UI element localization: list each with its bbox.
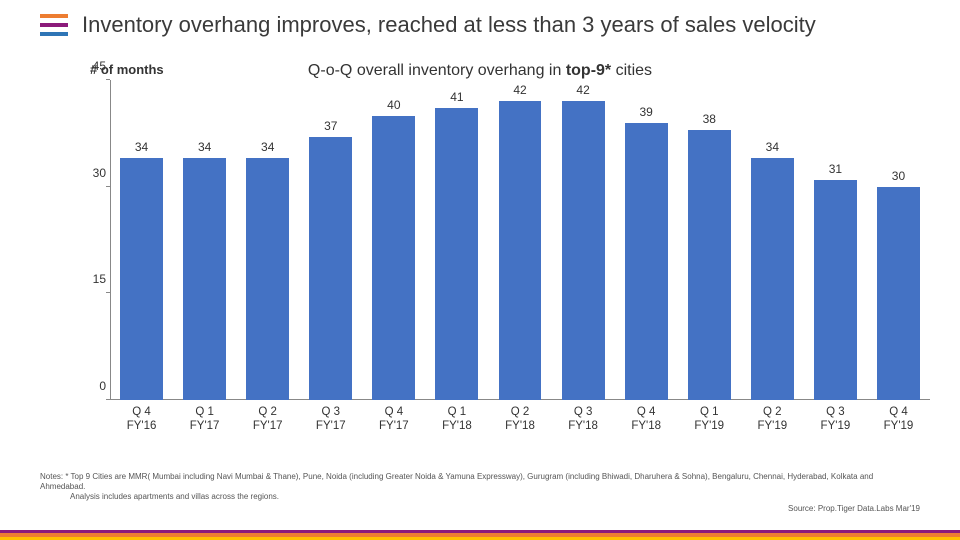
bar — [877, 187, 920, 400]
x-tick-label: Q 3FY'19 — [804, 400, 867, 440]
header: Inventory overhang improves, reached at … — [40, 12, 920, 38]
chart-title: Q-o-Q overall inventory overhang in top-… — [0, 62, 960, 80]
bar-value-label: 34 — [766, 140, 779, 154]
chart-area: 0153045 34343437404142423938343130 Q 4FY… — [80, 80, 930, 440]
hamburger-line-2 — [40, 23, 68, 27]
stripe-3 — [0, 537, 960, 540]
bar — [625, 123, 668, 400]
bar-value-label: 41 — [450, 90, 463, 104]
bar — [183, 158, 226, 400]
bar — [814, 180, 857, 400]
bar-slot: 40 — [362, 80, 425, 400]
bar-value-label: 42 — [513, 83, 526, 97]
bar-value-label: 34 — [135, 140, 148, 154]
x-labels: Q 4FY'16Q 1FY'17Q 2FY'17Q 3FY'17Q 4FY'17… — [110, 400, 930, 440]
bar — [751, 158, 794, 400]
bar — [688, 130, 731, 400]
chart-title-suffix: cities — [611, 62, 652, 79]
hamburger-icon — [40, 14, 68, 36]
x-tick-label: Q 1FY'18 — [425, 400, 488, 440]
bar-slot: 34 — [173, 80, 236, 400]
bar-slot: 34 — [236, 80, 299, 400]
bar-slot: 34 — [741, 80, 804, 400]
bar-value-label: 42 — [576, 83, 589, 97]
y-tick-label: 0 — [80, 379, 106, 393]
x-tick-label: Q 1FY'17 — [173, 400, 236, 440]
bar-slot: 41 — [425, 80, 488, 400]
x-tick-label: Q 3FY'18 — [552, 400, 615, 440]
bar-value-label: 34 — [261, 140, 274, 154]
bar — [499, 101, 542, 400]
bar — [562, 101, 605, 400]
y-tick-label: 45 — [80, 59, 106, 73]
x-tick-label: Q 4FY'19 — [867, 400, 930, 440]
plot-region: 0153045 34343437404142423938343130 — [110, 80, 930, 400]
x-tick-label: Q 4FY'18 — [615, 400, 678, 440]
x-tick-label: Q 1FY'19 — [678, 400, 741, 440]
bar-slot: 38 — [678, 80, 741, 400]
bar — [372, 116, 415, 400]
bars-container: 34 34 34 37 40 41 42 42 39 38 34 31 30 — [110, 80, 930, 400]
hamburger-line-3 — [40, 32, 68, 36]
note-line-2: Analysis includes apartments and villas … — [40, 492, 920, 502]
x-tick-label: Q 2FY'17 — [236, 400, 299, 440]
y-tick-label: 15 — [80, 272, 106, 286]
bar-value-label: 38 — [703, 112, 716, 126]
x-tick-label: Q 3FY'17 — [299, 400, 362, 440]
bar-slot: 31 — [804, 80, 867, 400]
bar-slot: 42 — [552, 80, 615, 400]
bar-value-label: 37 — [324, 119, 337, 133]
slide: Inventory overhang improves, reached at … — [0, 0, 960, 540]
page-title: Inventory overhang improves, reached at … — [82, 12, 816, 38]
bar-value-label: 30 — [892, 169, 905, 183]
bar-value-label: 31 — [829, 162, 842, 176]
x-tick-label: Q 2FY'18 — [488, 400, 551, 440]
footnotes: Notes: * Top 9 Cities are MMR( Mumbai in… — [40, 472, 920, 514]
bar — [435, 108, 478, 400]
footer-stripe — [0, 530, 960, 540]
bar-value-label: 40 — [387, 98, 400, 112]
bar-slot: 34 — [110, 80, 173, 400]
x-tick-label: Q 4FY'17 — [362, 400, 425, 440]
bar-value-label: 39 — [639, 105, 652, 119]
source-line: Source: Prop.Tiger Data.Labs Mar'19 — [40, 504, 920, 514]
bar-slot: 37 — [299, 80, 362, 400]
bar — [309, 137, 352, 400]
bar-value-label: 34 — [198, 140, 211, 154]
bar-slot: 30 — [867, 80, 930, 400]
bar — [120, 158, 163, 400]
x-tick-label: Q 2FY'19 — [741, 400, 804, 440]
note-line-1: Notes: * Top 9 Cities are MMR( Mumbai in… — [40, 472, 920, 492]
y-tick-label: 30 — [80, 166, 106, 180]
hamburger-line-1 — [40, 14, 68, 18]
bar — [246, 158, 289, 400]
x-tick-label: Q 4FY'16 — [110, 400, 173, 440]
bar-slot: 42 — [488, 80, 551, 400]
chart-title-bold: top-9* — [566, 62, 611, 79]
bar-slot: 39 — [615, 80, 678, 400]
chart-title-prefix: Q-o-Q overall inventory overhang in — [308, 62, 566, 79]
